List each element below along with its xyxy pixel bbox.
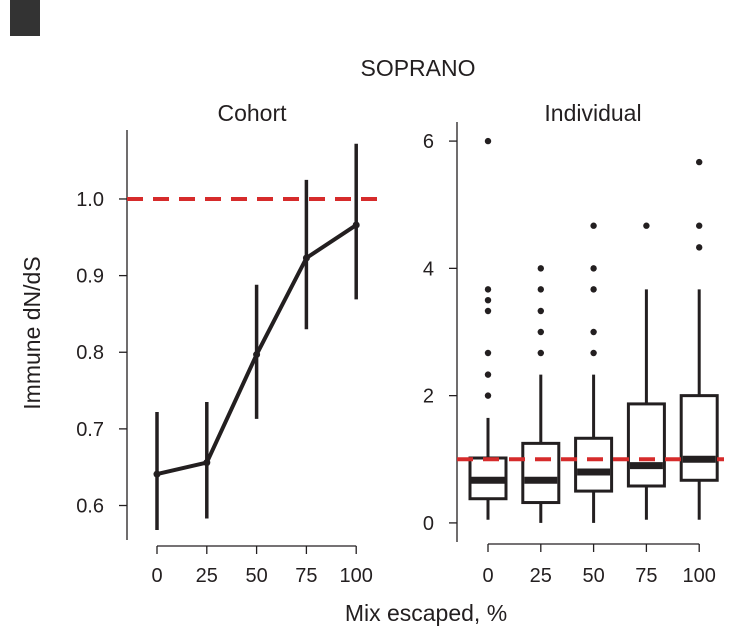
cohort-x-tick-label: 25 [196,565,218,587]
individual-outlier [484,137,492,145]
individual-x-tick-label: 50 [582,565,604,587]
y-axis-title: Immune dN/dS [19,256,45,409]
individual-outlier [484,307,492,315]
cohort-point [203,459,211,467]
cohort-y-tick-label: 0.6 [76,496,104,518]
individual-box [626,402,666,488]
individual-outlier [537,265,544,272]
cohort-y-tick-label: 1.0 [76,189,104,211]
individual-outlier [696,158,703,166]
cohort-y-tick-label: 0.7 [76,419,104,441]
individual-title: Individual [544,100,641,126]
individual-x-tick-label: 25 [530,565,552,587]
individual-outlier [590,328,597,336]
cohort-x-tick-label: 50 [245,565,267,587]
figure-title: SOPRANO [360,55,475,81]
individual-outlier [696,222,703,229]
individual-outlier [643,222,650,229]
cohort-point [302,254,310,262]
cohort-panel: 0.6 0.7 0.8 0.9 1.0 0 25 50 75 100 [76,130,386,587]
individual-y-tick-label: 0 [423,513,434,535]
individual-outlier [484,392,492,399]
individual-outlier [696,244,703,251]
individual-outlier [484,349,492,357]
individual-outlier [484,296,492,304]
individual-x-tick-label: 0 [482,565,493,587]
cohort-y-tick-label: 0.9 [76,266,104,288]
individual-outlier [537,349,544,357]
cohort-y-tick-label: 0.8 [76,342,104,364]
individual-box [574,436,614,493]
cohort-point [352,221,360,229]
individual-panel: 0 2 4 6 0 25 50 75 100 [423,122,724,587]
individual-x-tick-label: 100 [683,565,716,587]
individual-y-tick-label: 2 [423,386,434,408]
individual-outlier [537,286,544,293]
cohort-x-tick-label: 75 [295,565,317,587]
individual-y-tick-label: 6 [423,131,434,153]
individual-outlier [537,328,544,336]
individual-outlier [484,286,492,293]
individual-box [521,441,561,505]
individual-y-tick-label: 4 [423,258,434,280]
individual-outlier [537,307,544,315]
x-axis-title: Mix escaped, % [345,600,507,626]
cohort-x-tick-label: 0 [151,565,162,587]
individual-outlier [590,286,597,293]
corner-block [10,0,40,36]
individual-outlier [590,265,597,272]
cohort-point [253,351,261,359]
individual-box [679,394,719,482]
individual-outlier [590,222,597,229]
individual-x-tick-label: 75 [635,565,657,587]
cohort-point [153,470,161,478]
cohort-x-tick-label: 100 [340,565,373,587]
individual-outlier [484,371,492,378]
individual-outlier [590,349,597,357]
cohort-title: Cohort [217,100,287,126]
